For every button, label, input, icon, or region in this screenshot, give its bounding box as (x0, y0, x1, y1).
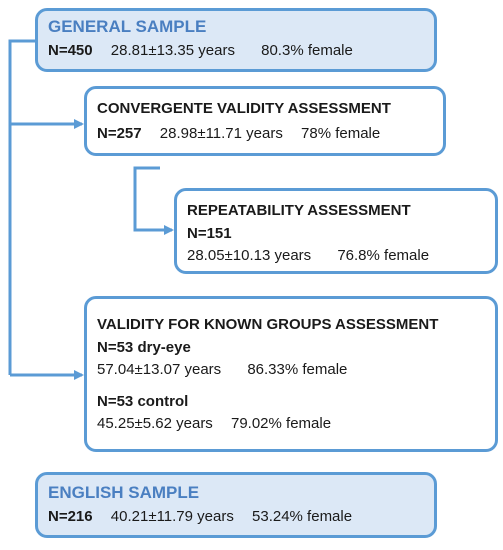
general-sample-title: GENERAL SAMPLE (48, 17, 207, 36)
arrow-to-repeatability (133, 166, 174, 235)
convergent-validity-title: CONVERGENTE VALIDITY ASSESSMENT (97, 100, 391, 117)
convergent-validity-age: 28.98±11.71 years (159, 125, 283, 142)
known-groups-dry-eye-n: N=53 dry-eye (97, 339, 191, 356)
known-groups-box: VALIDITY FOR KNOWN GROUPS ASSESSMENT N=5… (84, 296, 498, 452)
repeatability-box: REPEATABILITY ASSESSMENT N=151 28.05±10.… (174, 188, 498, 274)
known-groups-control-n: N=53 control (97, 393, 189, 410)
general-sample-box: GENERAL SAMPLE N=450 28.81±13.35 years 8… (35, 8, 437, 72)
english-sample-n: N=216 (48, 508, 93, 525)
general-sample-n: N=450 (48, 42, 93, 59)
english-sample-box: ENGLISH SAMPLE N=216 40.21±11.79 years 5… (35, 472, 437, 538)
convergent-validity-n: N=257 (97, 125, 142, 142)
repeatability-n: N=151 (187, 225, 232, 242)
general-sample-female: 80.3% female (261, 42, 353, 59)
known-groups-dry-eye-female: 86.33% female (247, 361, 348, 378)
convergent-validity-box: CONVERGENTE VALIDITY ASSESSMENT N=257 28… (84, 86, 446, 156)
known-groups-title: VALIDITY FOR KNOWN GROUPS ASSESSMENT (97, 316, 439, 333)
connector-main-trunk (8, 39, 35, 375)
english-sample-female: 53.24% female (252, 508, 353, 525)
convergent-validity-female: 78% female (301, 125, 381, 142)
known-groups-dry-eye-age: 57.04±13.07 years (97, 361, 222, 378)
repeatability-title: REPEATABILITY ASSESSMENT (187, 202, 411, 219)
general-sample-age: 28.81±13.35 years (110, 42, 235, 59)
english-sample-title: ENGLISH SAMPLE (48, 483, 200, 502)
repeatability-age: 28.05±10.13 years (187, 247, 312, 264)
repeatability-female: 76.8% female (337, 247, 430, 264)
known-groups-control-age: 45.25±5.62 years (97, 415, 213, 432)
known-groups-control-female: 79.02% female (230, 415, 332, 432)
english-sample-age: 40.21±11.79 years (110, 508, 234, 525)
